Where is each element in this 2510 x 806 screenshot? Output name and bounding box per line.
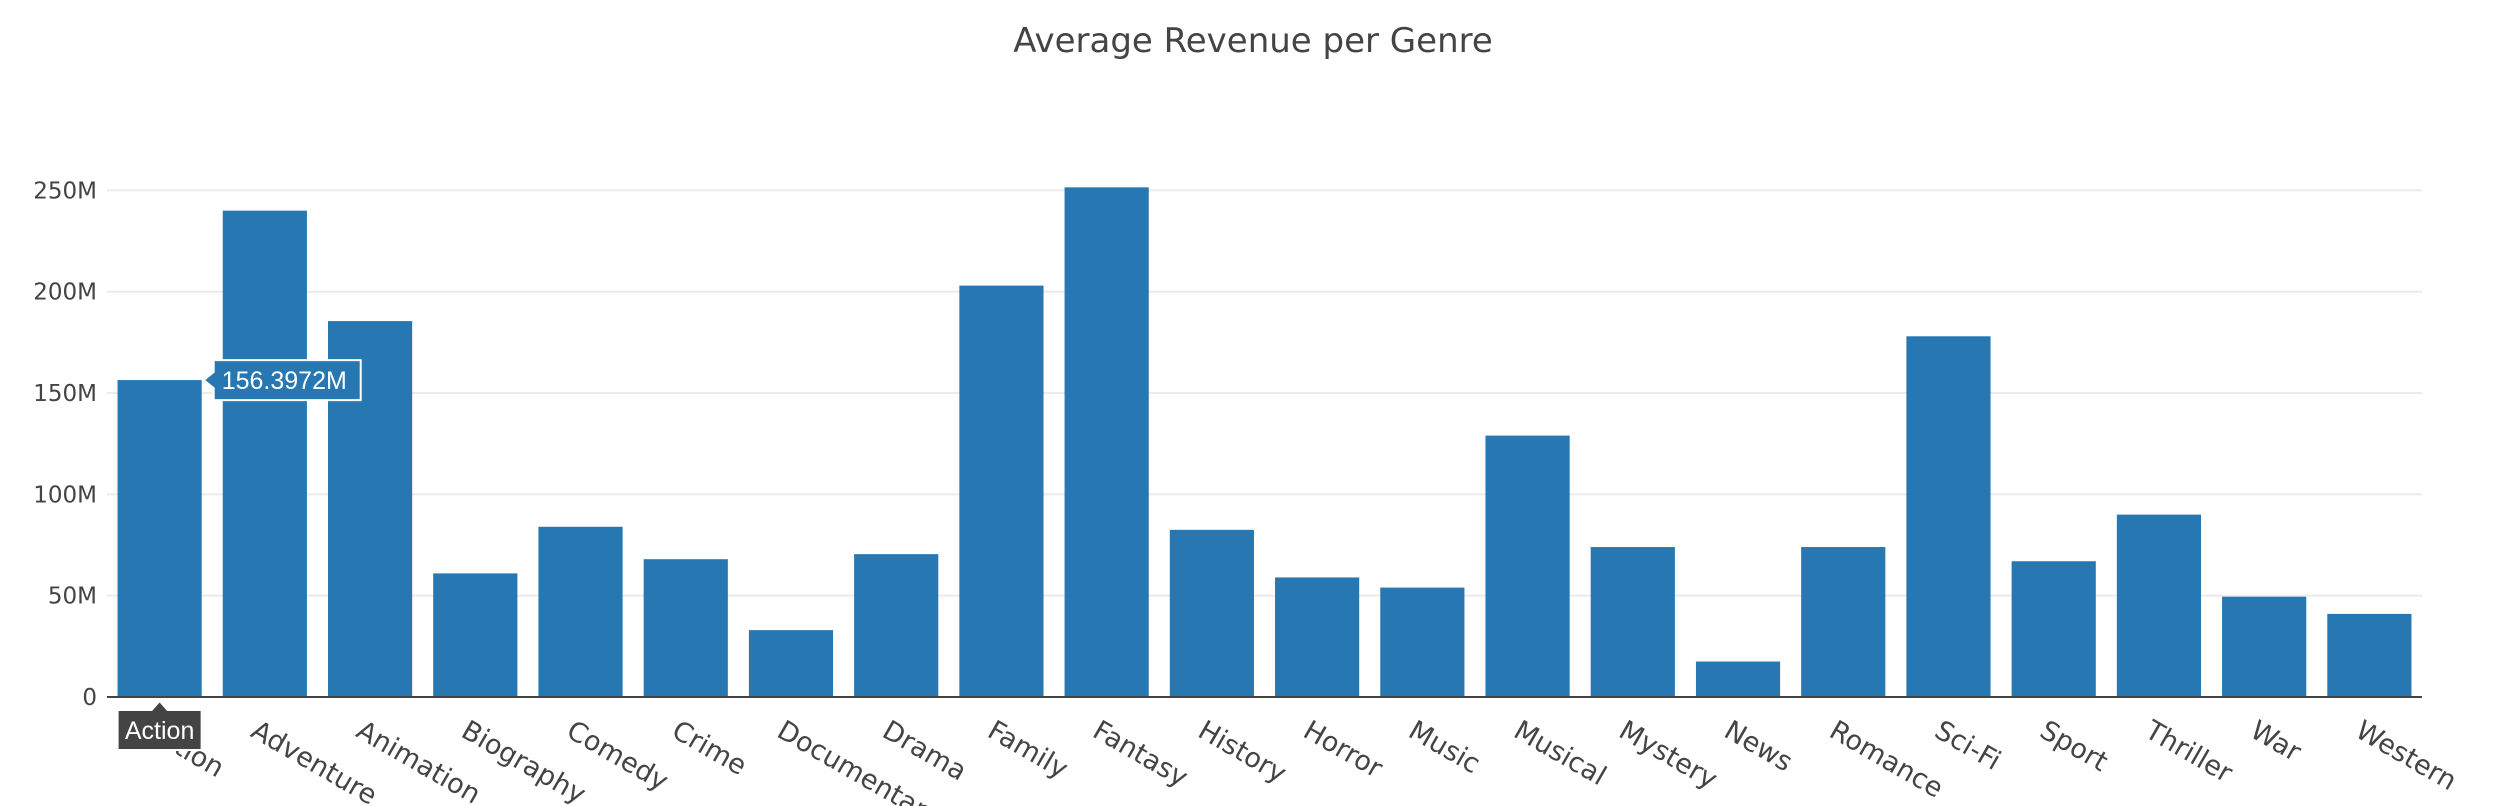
bar-mystery[interactable] xyxy=(1590,547,1675,697)
bar-romance[interactable] xyxy=(1801,547,1886,697)
bar-thriller[interactable] xyxy=(2116,514,2202,697)
hover-value-tooltip: 156.3972M xyxy=(202,359,362,402)
x-tick-label: Romance xyxy=(1824,715,1948,805)
y-tick-label: 0 xyxy=(82,685,97,711)
hover-category-label: Action xyxy=(125,717,194,745)
x-tick-label: Sport xyxy=(2035,715,2113,778)
bar-documentary[interactable] xyxy=(748,630,834,697)
bar-adventure[interactable] xyxy=(222,210,307,697)
bar-family[interactable] xyxy=(959,285,1044,697)
bar-biography[interactable] xyxy=(433,573,518,697)
x-tick-label: Family xyxy=(982,715,1073,785)
x-tick-label: Musical xyxy=(1508,715,1611,792)
hover-value-label: 156.3972M xyxy=(222,367,347,395)
bar-comedy[interactable] xyxy=(538,526,623,697)
chart-title: Average Revenue per Genre xyxy=(1013,21,1493,61)
y-axis-ticks: 0 50M 100M 150M 200M 250M xyxy=(33,178,97,711)
bar-sport[interactable] xyxy=(2011,561,2096,697)
bar-crime[interactable] xyxy=(643,559,728,697)
gridlines xyxy=(107,189,2422,597)
y-tick-label: 200M xyxy=(33,280,97,306)
bar-war[interactable] xyxy=(2222,596,2307,697)
x-tick-label: Fantasy xyxy=(1088,715,1193,794)
x-tick-label: Music xyxy=(1403,715,1485,780)
bar-horror[interactable] xyxy=(1275,577,1360,697)
x-tick-label: History xyxy=(1193,715,1292,790)
x-tick-label: Crime xyxy=(667,715,752,782)
bar-action[interactable] xyxy=(117,380,202,697)
x-tick-label: Mystery xyxy=(1614,715,1723,796)
bars xyxy=(117,187,2412,697)
x-tick-label: War xyxy=(2245,715,2307,769)
y-tick-label: 250M xyxy=(33,178,97,204)
bar-fantasy[interactable] xyxy=(1064,187,1149,697)
bar-sci-fi[interactable] xyxy=(1906,336,1991,697)
bar-news[interactable] xyxy=(1695,661,1781,697)
y-tick-label: 100M xyxy=(33,482,97,508)
x-tick-label: Horror xyxy=(1298,715,1388,785)
bar-musical[interactable] xyxy=(1485,435,1570,697)
bar-western[interactable] xyxy=(2327,613,2412,697)
bar-drama[interactable] xyxy=(854,554,939,697)
bar-history[interactable] xyxy=(1169,529,1254,697)
x-axis-tick-labels: ActionAdventureAnimationBiographyComedyC… xyxy=(141,714,2462,806)
y-tick-label: 150M xyxy=(33,381,97,407)
hover-category-tooltip: Action xyxy=(116,699,203,751)
x-tick-label: Western xyxy=(2350,715,2461,797)
y-tick-label: 50M xyxy=(48,584,97,610)
x-tick-label: Sci-Fi xyxy=(1929,715,2005,777)
x-tick-label: Thriller xyxy=(2139,714,2238,789)
bar-music[interactable] xyxy=(1380,587,1465,697)
x-tick-label: News xyxy=(1719,715,1798,778)
